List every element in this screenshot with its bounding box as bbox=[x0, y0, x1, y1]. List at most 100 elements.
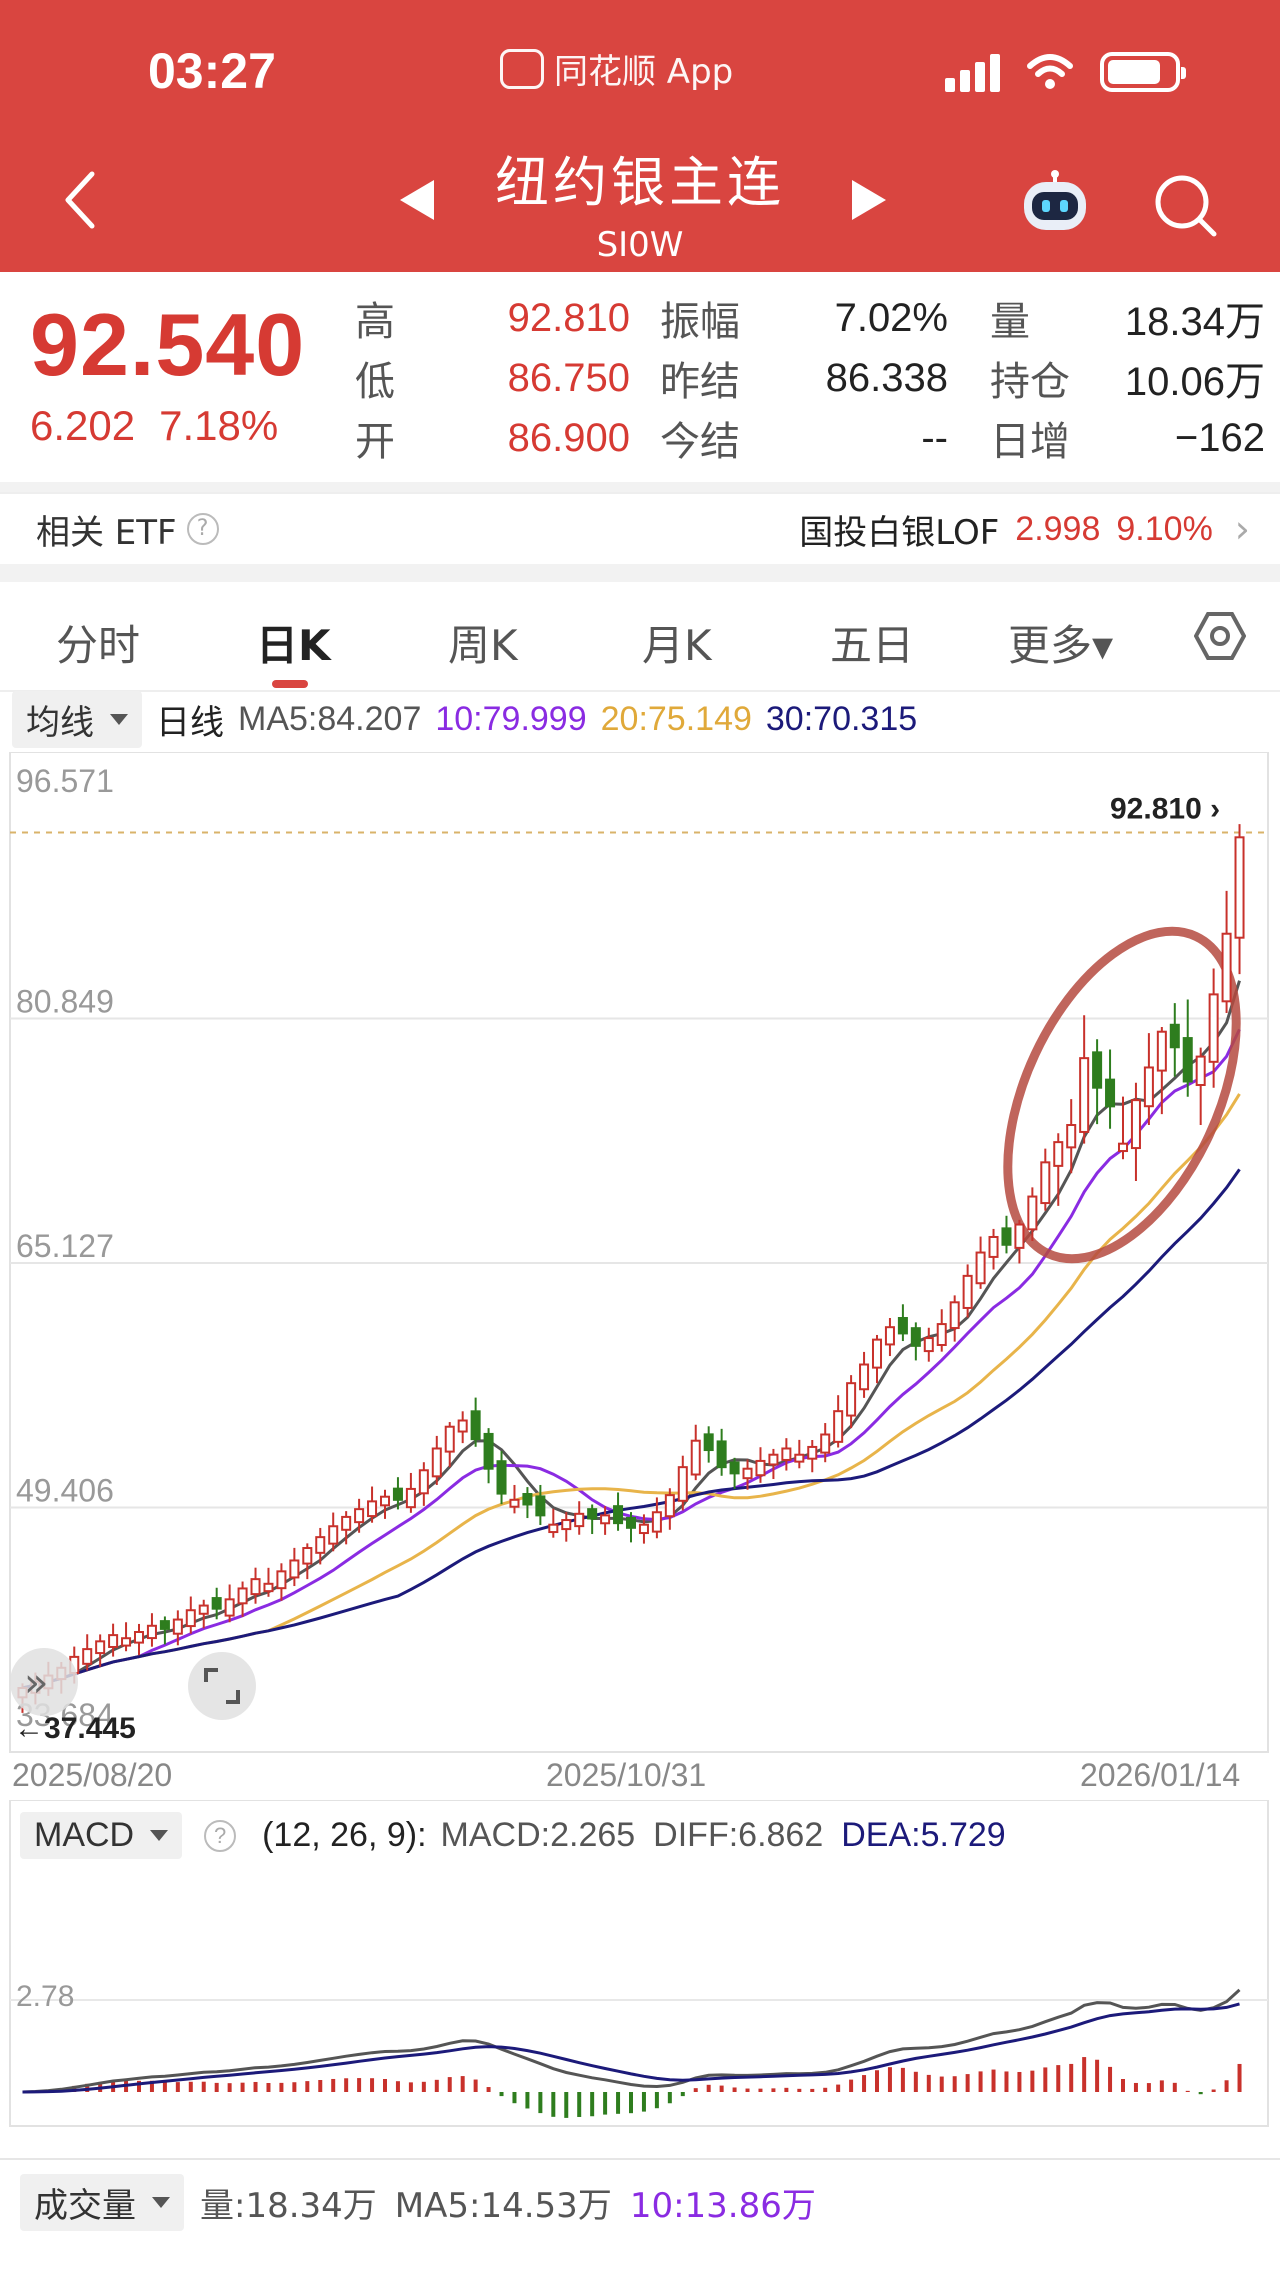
quote-row: 高 92.810 振幅 7.02% 量 18.34万 bbox=[355, 288, 1265, 348]
price-change: 6.202 7.18% bbox=[30, 402, 302, 450]
collapse-button-bg bbox=[10, 1648, 78, 1716]
dea-value: DEA:5.729 bbox=[841, 1816, 1006, 1854]
volume-ma10: 10:13.86万 bbox=[629, 2186, 816, 2226]
ma-selector-label: 均线 bbox=[26, 702, 94, 743]
macd-selector[interactable]: MACD bbox=[20, 1812, 183, 1859]
candle-body bbox=[1195, 1055, 1206, 1087]
period-tabs: 分时 日K 周K 月K 五日 更多▾ bbox=[0, 582, 1280, 692]
quote-label: 量 bbox=[990, 299, 1030, 345]
search-icon[interactable] bbox=[1152, 172, 1218, 238]
candle-body bbox=[198, 1604, 209, 1615]
tab-more[interactable]: 更多▾ bbox=[1008, 621, 1114, 670]
robot-assistant-icon[interactable] bbox=[1018, 170, 1092, 234]
candle-body bbox=[638, 1523, 649, 1535]
quote-value: 18.34万 bbox=[1124, 300, 1265, 344]
candle-body bbox=[859, 1363, 870, 1391]
candle-body bbox=[1156, 1030, 1167, 1072]
candle-body bbox=[95, 1640, 106, 1655]
ma30-value: 30:70.315 bbox=[765, 699, 918, 738]
volume-selector[interactable]: 成交量 bbox=[20, 2174, 184, 2231]
volume-panel: 成交量 量:18.34万 MA5:14.53万 10:13.86万 bbox=[0, 2158, 1280, 2288]
candle-body bbox=[833, 1410, 844, 1443]
candle-body bbox=[159, 1620, 170, 1630]
candle-body bbox=[328, 1525, 339, 1545]
next-contract-button[interactable] bbox=[852, 180, 886, 220]
candle-body bbox=[405, 1487, 416, 1509]
candle-body bbox=[431, 1447, 442, 1478]
annotation-circle bbox=[1003, 926, 1241, 1264]
etf-percent: 9.10% bbox=[1116, 509, 1213, 548]
candle-body bbox=[367, 1500, 378, 1518]
diff-value: DIFF:6.862 bbox=[653, 1816, 824, 1854]
y-axis-label: 65.127 bbox=[16, 1228, 114, 1264]
candle-body bbox=[211, 1597, 222, 1610]
candle-body bbox=[949, 1301, 960, 1330]
candle-body bbox=[250, 1578, 261, 1596]
candle-body bbox=[1169, 1023, 1180, 1049]
related-etf-row[interactable]: 相关 ETF ? 国投白银LOF 2.998 9.10% › bbox=[0, 492, 1280, 564]
candle-body bbox=[1001, 1227, 1012, 1246]
tab-five-day[interactable]: 五日 bbox=[830, 621, 915, 670]
candle-body bbox=[1066, 1124, 1077, 1149]
quote-panel: 92.540 6.202 7.18% 高 92.810 振幅 7.02% 量 18… bbox=[0, 272, 1280, 482]
wifi-icon bbox=[1027, 54, 1073, 89]
settings-hexagon-icon[interactable] bbox=[1194, 610, 1246, 662]
contract-code: SI0W bbox=[596, 225, 684, 265]
candle-body bbox=[1027, 1195, 1038, 1231]
prev-contract-button[interactable] bbox=[400, 180, 434, 220]
candle-body bbox=[146, 1624, 157, 1640]
ma-selector[interactable]: 均线 bbox=[12, 690, 142, 748]
etf-price: 2.998 bbox=[1015, 509, 1101, 548]
quote-grid: 高 92.810 振幅 7.02% 量 18.34万 低 86.750 昨结 8… bbox=[355, 288, 1265, 468]
candle-body bbox=[1040, 1161, 1051, 1205]
candle-body bbox=[392, 1487, 403, 1501]
ma10-value: 10:79.999 bbox=[435, 699, 587, 738]
candle-body bbox=[561, 1519, 572, 1531]
quote-label: 振幅 bbox=[660, 299, 740, 345]
candle-body bbox=[444, 1425, 455, 1453]
candle-body bbox=[755, 1459, 766, 1477]
candle-body bbox=[936, 1323, 947, 1347]
candle-body bbox=[1105, 1078, 1116, 1108]
candle-body bbox=[807, 1445, 818, 1460]
x-axis-date: 2025/08/20 bbox=[12, 1757, 172, 1793]
candle-body bbox=[263, 1582, 274, 1593]
quote-value: 86.750 bbox=[507, 355, 630, 400]
candle-body bbox=[625, 1516, 637, 1529]
quote-label: 昨结 bbox=[660, 359, 740, 405]
dea-line bbox=[22, 2002, 1240, 2094]
etf-info[interactable]: 国投白银LOF 2.998 9.10% › bbox=[799, 505, 1250, 554]
candle-body bbox=[781, 1447, 792, 1461]
fullscreen-button-bg bbox=[188, 1652, 256, 1720]
help-icon[interactable]: ? bbox=[186, 513, 219, 545]
chevron-right-icon: › bbox=[1234, 507, 1250, 551]
tab-daily-k[interactable]: 日K bbox=[256, 621, 331, 670]
macd-params: (12, 26, 9): bbox=[262, 1816, 427, 1854]
candle-body bbox=[613, 1505, 624, 1525]
ma5-value: MA5:84.207 bbox=[238, 699, 422, 738]
quote-label: 持仓 bbox=[990, 359, 1070, 405]
candle-body bbox=[82, 1648, 93, 1665]
candle-body bbox=[354, 1508, 365, 1524]
candle-body bbox=[1092, 1051, 1103, 1089]
battery-icon bbox=[1100, 52, 1186, 92]
ma20-value: 20:75.149 bbox=[600, 699, 752, 738]
candle-body bbox=[315, 1536, 326, 1554]
tab-monthly-k[interactable]: 月K bbox=[642, 621, 712, 670]
last-price: 92.540 bbox=[30, 295, 306, 394]
quote-value: 10.06万 bbox=[1124, 360, 1265, 404]
candle-body bbox=[483, 1432, 494, 1470]
status-app-indicator[interactable]: 同花顺 App bbox=[500, 44, 733, 93]
tab-weekly-k[interactable]: 周K bbox=[448, 621, 518, 670]
tab-intraday[interactable]: 分时 bbox=[56, 621, 141, 670]
candle-body bbox=[600, 1514, 611, 1525]
fullscreen-icon bbox=[204, 1668, 240, 1704]
quote-value: 7.02% bbox=[834, 295, 948, 340]
candle-body bbox=[768, 1453, 779, 1466]
back-arrow-icon[interactable] bbox=[60, 170, 100, 230]
candle-body bbox=[121, 1637, 132, 1647]
help-icon[interactable]: ? bbox=[204, 1819, 237, 1852]
x-axis-date: 2025/10/31 bbox=[546, 1757, 706, 1793]
candle-body bbox=[470, 1410, 481, 1441]
